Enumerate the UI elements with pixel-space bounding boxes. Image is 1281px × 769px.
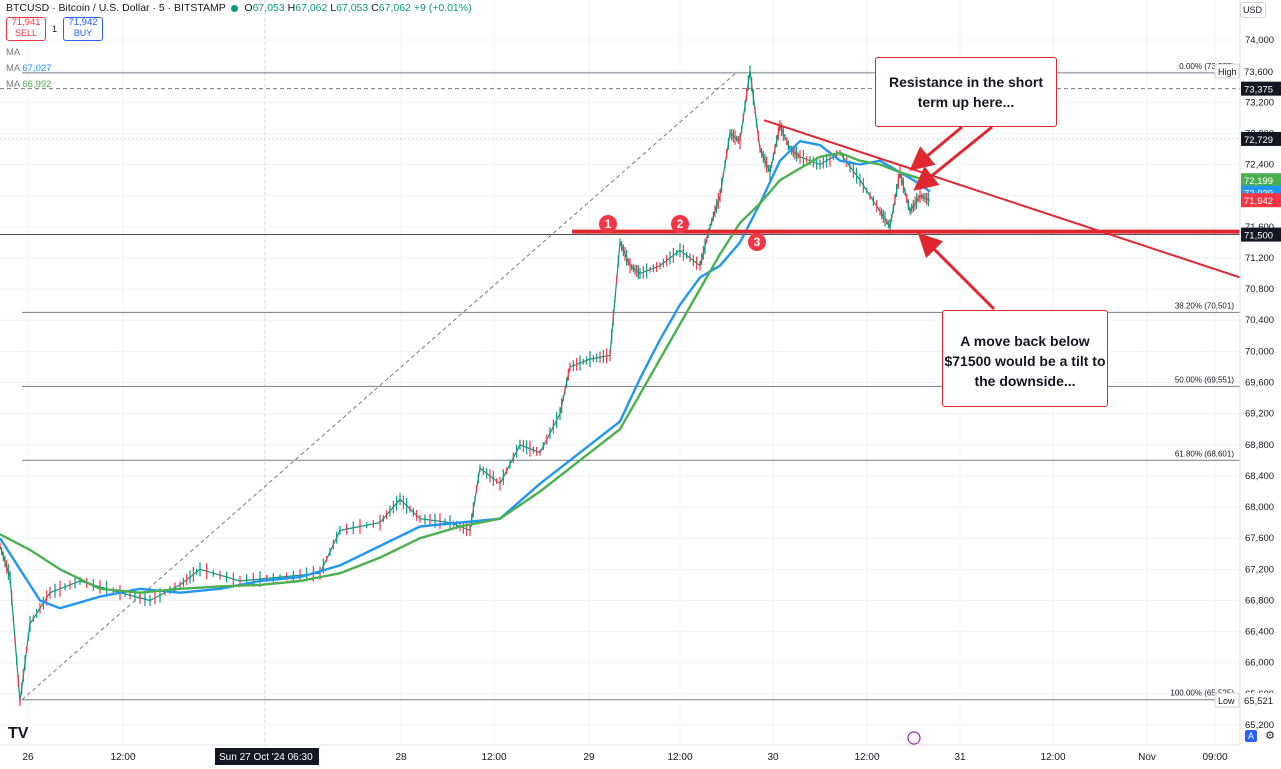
time-axis-tick: Nov	[1138, 752, 1156, 763]
currency-selector[interactable]: USD	[1240, 2, 1266, 18]
time-axis-tick: 28	[395, 752, 407, 763]
time-axis-tick: 12:00	[1040, 752, 1065, 763]
low-tag-label: Low	[1218, 696, 1235, 706]
indicator-ma-1[interactable]: MA 67,027	[6, 63, 52, 74]
sell-button[interactable]: 71,941 SELL	[6, 17, 46, 41]
price-axis-tick: 70,000	[1245, 346, 1274, 357]
price-axis-badge-label: 71,500	[1244, 231, 1273, 242]
price-axis-tick: 66,800	[1245, 595, 1274, 606]
marker-label: 1	[605, 217, 612, 231]
price-axis-badge	[1241, 693, 1281, 708]
marker-label: 3	[754, 235, 761, 249]
buy-button[interactable]: 71,942 BUY	[63, 17, 103, 41]
price-axis-badge-label: 72,729	[1244, 135, 1273, 146]
time-axis-tick: 12:00	[854, 752, 879, 763]
price-axis-tick: 69,200	[1245, 409, 1274, 420]
tradingview-logo[interactable]: TV	[8, 725, 29, 742]
high-tag-label: High	[1218, 67, 1237, 77]
time-axis-tick: 12:00	[481, 752, 506, 763]
price-axis-tick: 73,200	[1245, 97, 1274, 108]
price-axis-badge	[1241, 193, 1281, 208]
gear-icon[interactable]: ⚙	[1265, 730, 1275, 742]
price-axis-tick: 71,200	[1245, 253, 1274, 264]
indicator-ma-2[interactable]: MA 66,992	[6, 79, 52, 90]
fib-trend-line	[21, 72, 737, 701]
price-axis-tick: 70,400	[1245, 315, 1274, 326]
arrow-to-resistance-1	[909, 125, 963, 171]
spread-value: 1	[52, 24, 58, 34]
symbol-title: BTCUSD · Bitcoin / U.S. Dollar · 5 · BIT…	[6, 2, 226, 14]
price-axis-tick: 68,800	[1245, 440, 1274, 451]
ohlc-values: O67,053 H67,062 L67,053 C67,062 +9 (+0.0…	[244, 2, 472, 14]
price-axis-badge	[1241, 227, 1281, 242]
price-axis-tick: 70,800	[1245, 284, 1274, 295]
price-axis-badge-label: 72,199	[1244, 176, 1273, 187]
price-axis-tick: 66,000	[1245, 658, 1274, 669]
price-axis-tick: 67,200	[1245, 564, 1274, 575]
low-tag	[1214, 692, 1240, 708]
price-axis-tick: 74,000	[1245, 35, 1274, 46]
time-axis-tick: 12:00	[667, 752, 692, 763]
price-axis-tick: 69,600	[1245, 378, 1274, 389]
price-axis-badge	[1241, 131, 1281, 146]
fib-level-label: 61.80% (68,601)	[1175, 449, 1234, 458]
price-axis-tick: 72,400	[1245, 160, 1274, 171]
marker-circle	[599, 215, 617, 233]
arrow-to-support	[917, 232, 996, 311]
indicator-ma-0[interactable]: MA	[6, 47, 21, 58]
price-axis-tick: 66,400	[1245, 627, 1274, 638]
price-axis-badge	[1241, 173, 1281, 188]
price-axis-badge-label: 65,521	[1244, 696, 1273, 707]
high-tag	[1214, 63, 1240, 79]
price-axis-badge-label: 71,942	[1244, 196, 1273, 207]
time-axis-tick: 09:00	[1202, 752, 1227, 763]
time-axis-tick: 26	[22, 752, 34, 763]
ma-slow-line	[0, 151, 931, 594]
annotation-downside: A move back below $71500 would be a tilt…	[942, 310, 1108, 407]
auto-scale-button[interactable]: A	[1245, 730, 1257, 742]
time-axis-tick: 29	[583, 752, 595, 763]
time-axis-tick: 31	[954, 752, 966, 763]
price-axis-tick: 68,400	[1245, 471, 1274, 482]
fib-level-label: 38.20% (70,501)	[1175, 301, 1234, 310]
fib-level-label: 100.00% (65,525)	[1170, 689, 1234, 698]
time-axis-tick: Sun 27 Oct '24 06:30	[219, 752, 313, 763]
price-axis-badge-label: 73,600	[1244, 67, 1273, 78]
price-axis-tick: 67,600	[1245, 533, 1274, 544]
lightning-icon	[907, 731, 921, 745]
marker-circle	[748, 233, 766, 251]
symbol-header: BTCUSD · Bitcoin / U.S. Dollar · 5 · BIT…	[6, 2, 472, 14]
price-axis	[1240, 0, 1281, 769]
price-axis-badge-label: 73,375	[1244, 85, 1273, 96]
arrow-to-resistance-2	[913, 125, 993, 191]
annotation-resistance: Resistance in the short term up here...	[875, 57, 1057, 127]
time-axis-tick: 12:00	[110, 752, 135, 763]
price-axis-tick: 71,600	[1245, 222, 1274, 233]
price-axis-tick: 68,000	[1245, 502, 1274, 513]
marker-label: 2	[677, 217, 684, 231]
market-status-dot	[230, 4, 238, 12]
price-axis-badge	[1241, 81, 1281, 96]
fib-level-label: 0.00% (73,577)	[1179, 62, 1234, 71]
trendline-red	[763, 119, 1241, 279]
time-axis-tick: 30	[767, 752, 779, 763]
price-axis-tick: 65,200	[1245, 720, 1274, 731]
marker-circle	[671, 215, 689, 233]
crosshair-time-badge	[215, 748, 319, 765]
fib-level-label: 50.00% (69,551)	[1175, 375, 1234, 384]
price-axis-badge	[1241, 64, 1281, 79]
